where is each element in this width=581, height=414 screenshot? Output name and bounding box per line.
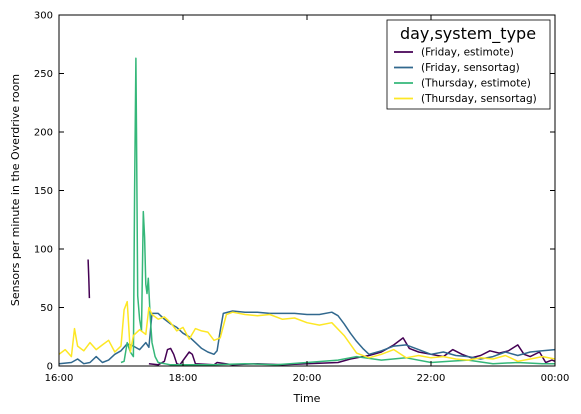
y-tick-label: 0 [47,362,53,373]
x-tick-label: 16:00 [45,373,74,384]
legend-title: day,system_type [400,24,536,44]
series-line-3-segment-0 [58,300,556,363]
x-axis: 16:00 18:00 20:00 22:00 00:00 [45,15,570,384]
y-axis-label: Sensors per minute in the Overdrive room [9,74,22,306]
series-line-0-segment-0 [87,259,91,299]
x-tick-label: 22:00 [417,373,446,384]
legend-box [386,19,551,110]
y-tick-label: 200 [34,128,53,139]
y-tick-label: 250 [34,69,53,80]
y-tick-label: 50 [40,303,53,314]
x-axis-label: Time [293,392,321,405]
x-tick-label: 00:00 [541,373,570,384]
legend-label: (Friday, estimote) [421,47,514,59]
y-tick-label: 100 [34,245,53,256]
legend-entries: (Friday, estimote) (Friday, sensortag) (Th… [394,47,537,105]
y-tick-label: 300 [34,11,53,22]
legend-label: (Friday, sensortag) [421,62,520,74]
series-layer [58,57,556,366]
x-tick-label: 20:00 [293,373,322,384]
legend-label: (Thursday, sensortag) [421,93,537,105]
series-line-1-segment-0 [58,310,556,365]
series-line-2-segment-0 [120,57,555,366]
legend-label: (Thursday, estimote) [421,78,531,90]
y-axis: 0 50 100 150 200 250 300 [34,11,555,373]
x-tick-label: 18:00 [169,373,198,384]
legend: day,system_type (Friday, estimote)(Frida… [386,19,551,110]
y-tick-label: 150 [34,186,53,197]
